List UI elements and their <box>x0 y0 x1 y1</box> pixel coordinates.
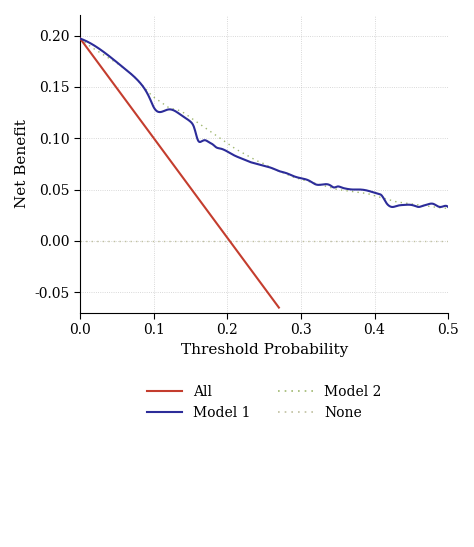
Y-axis label: Net Benefit: Net Benefit <box>15 119 29 208</box>
X-axis label: Threshold Probability: Threshold Probability <box>181 342 348 357</box>
Legend: All, Model 1, Model 2, None: All, Model 1, Model 2, None <box>141 379 387 425</box>
